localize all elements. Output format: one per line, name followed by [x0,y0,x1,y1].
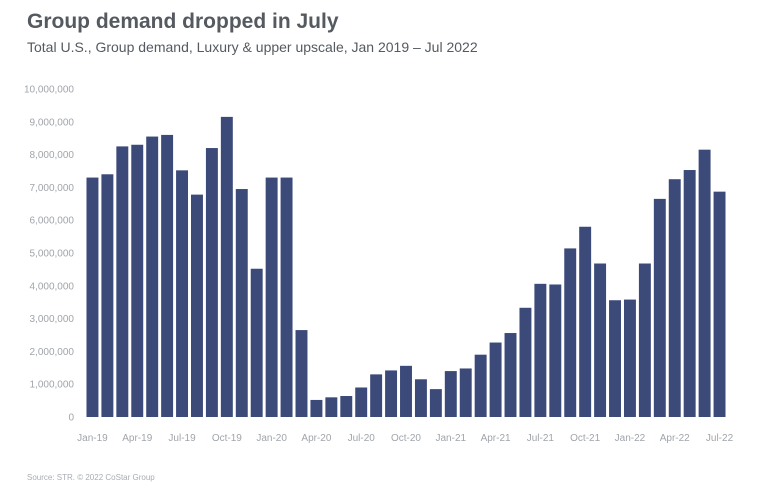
bar-nov-19 [235,189,248,417]
x-tick-label: Apr-21 [481,433,511,444]
x-tick-label: Apr-22 [660,433,690,444]
bar-nov-21 [594,263,607,417]
y-axis: 0 1,000,000 2,000,000 3,000,000 4,000,000 5,0… [24,85,75,424]
bar-may-19 [146,136,159,417]
bar-jul-19 [176,170,189,417]
y-tick-label: 9,000,000 [30,117,75,128]
bar-jan-20 [265,177,278,417]
bar-feb-20 [280,177,293,417]
bar-aug-20 [370,374,383,417]
x-tick-label: Apr-20 [301,433,331,444]
bar-sep-20 [385,370,398,417]
bar-jul-22 [713,191,726,417]
bar-apr-19 [131,144,144,417]
bar-may-21 [504,333,517,417]
bar-jun-20 [340,396,353,417]
x-tick-label: Apr-19 [122,433,152,444]
bar-sep-21 [564,248,577,417]
y-tick-label: 4,000,000 [30,281,75,292]
bar-apr-21 [489,342,502,417]
y-tick-label: 1,000,000 [30,380,75,391]
bar-feb-22 [638,263,651,417]
bar-aug-19 [191,194,203,417]
x-tick-label: Oct-20 [391,433,421,444]
y-tick-label: 5,000,000 [30,249,75,260]
bar-jul-21 [534,283,547,417]
bar-series [86,116,726,418]
x-tick-label: Jul-21 [527,433,555,444]
y-tick-label: 10,000,000 [24,85,74,96]
chart-title: Group demand dropped in July [27,10,339,33]
bar-apr-20 [310,399,323,417]
bar-dec-21 [609,300,621,417]
bar-mar-20 [295,330,308,417]
x-axis: Jan-19 Apr-19 Jul-19 Oct-19 Jan-20 Apr-20 Jul-… [77,433,733,444]
bar-jan-22 [623,299,636,417]
bar-jan-19 [86,177,99,417]
chart-subtitle: Total U.S., Group demand, Luxury & upper… [27,39,478,55]
y-tick-label: 6,000,000 [30,216,75,227]
bar-mar-19 [116,146,129,417]
bar-jun-21 [519,307,532,417]
x-tick-label: Jul-22 [706,433,734,444]
x-tick-label: Jul-19 [168,433,196,444]
bar-aug-21 [549,284,562,417]
x-tick-label: Oct-19 [212,433,242,444]
bar-apr-22 [668,179,681,417]
x-tick-label: Jan-21 [436,433,467,444]
x-tick-label: Jul-20 [348,433,376,444]
x-tick-label: Jan-22 [615,433,646,444]
bar-dec-20 [429,389,442,417]
bar-nov-20 [414,379,427,417]
bar-may-22 [683,170,696,417]
bar-jun-22 [698,149,711,417]
x-tick-label: Oct-21 [570,433,600,444]
bar-mar-22 [653,198,666,417]
y-tick-label: 8,000,000 [30,150,75,161]
bar-feb-19 [101,174,114,417]
y-tick-label: 2,000,000 [30,347,75,358]
bar-oct-21 [579,226,592,417]
bar-oct-19 [220,116,233,417]
y-tick-label: 7,000,000 [30,183,75,194]
y-tick-label: 0 [68,413,74,424]
bar-jun-19 [161,134,174,418]
y-tick-label: 3,000,000 [30,314,75,325]
bar-feb-21 [459,368,472,417]
bar-jul-20 [355,387,368,417]
bar-may-20 [325,397,338,417]
bar-jan-21 [444,371,457,417]
x-tick-label: Jan-20 [256,433,287,444]
bar-mar-21 [474,354,487,417]
source-note: Source: STR. © 2022 CoStar Group [27,473,155,482]
bar-dec-19 [250,268,263,417]
bar-oct-20 [400,365,412,417]
x-tick-label: Jan-19 [77,433,108,444]
bar-sep-19 [205,148,218,418]
